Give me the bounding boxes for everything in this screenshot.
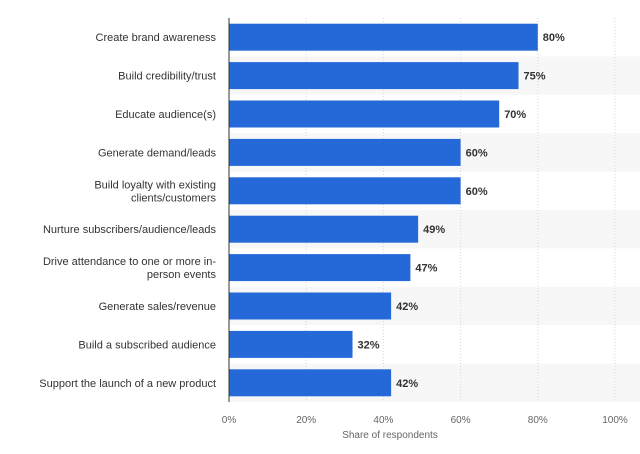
value-label: 49% (423, 224, 445, 236)
category-label: Drive attendance to one or more in-perso… (43, 256, 217, 281)
tick-label: 0% (222, 415, 237, 426)
category-label: Build loyalty with existing clients/custo… (94, 179, 216, 204)
value-label: 60% (466, 147, 488, 159)
category-labels: Create brand awareness Build credibility/… (39, 32, 216, 390)
value-label: 47% (415, 263, 437, 275)
value-label: 42% (396, 378, 418, 390)
value-label: 60% (466, 186, 488, 198)
bar (229, 138, 461, 166)
category-label: Generate demand/leads (98, 147, 217, 159)
category-label: Create brand awareness (96, 32, 217, 44)
bar (229, 369, 392, 397)
category-label: Generate sales/revenue (99, 301, 216, 313)
category-label: Build credibility/trust (118, 71, 216, 83)
category-label: Nurture subscribers/audience/leads (43, 224, 217, 236)
bar (229, 215, 419, 243)
x-axis-title: Share of respondents (342, 430, 438, 441)
value-label: 80% (543, 32, 565, 44)
bar (229, 292, 392, 320)
category-label: Educate audience(s) (115, 109, 216, 121)
bar (229, 100, 500, 128)
tick-label: 80% (528, 415, 548, 426)
value-labels: 80% 75% 70% 60% 60% 49% 47% 42% 32% 42% (358, 32, 566, 390)
value-label: 42% (396, 301, 418, 313)
bar (229, 23, 538, 51)
bar (229, 254, 411, 282)
value-label: 75% (524, 71, 546, 83)
bars (229, 23, 538, 397)
category-label: Build a subscribed audience (78, 339, 216, 351)
tick-label: 100% (602, 415, 628, 426)
bar (229, 177, 461, 205)
value-label: 70% (504, 109, 526, 121)
tick-label: 20% (296, 415, 316, 426)
x-axis-ticks: 0% 20% 40% 60% 80% 100% (222, 415, 628, 426)
category-label: Support the launch of a new product (39, 378, 216, 390)
bar (229, 330, 353, 358)
value-label: 32% (358, 339, 380, 351)
bar (229, 62, 519, 90)
tick-label: 60% (451, 415, 471, 426)
tick-label: 40% (373, 415, 393, 426)
